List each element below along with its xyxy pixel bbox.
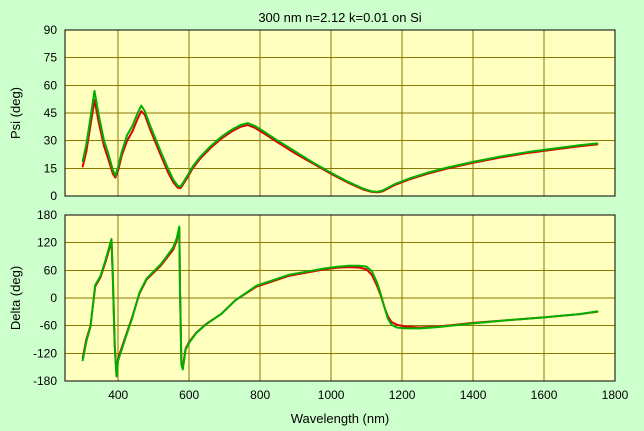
psi-y-tick-label: 75 <box>44 51 58 65</box>
delta-y-tick-label: -60 <box>40 319 58 333</box>
psi-y-tick-label: 0 <box>50 189 57 203</box>
x-tick-label: 1200 <box>389 388 416 402</box>
delta-y-tick-label: 0 <box>50 291 57 305</box>
chart-title: 300 nm n=2.12 k=0.01 on Si <box>258 10 421 25</box>
psi-series-green-line <box>81 89 599 193</box>
delta-y-tick-label: 180 <box>37 208 57 222</box>
delta-plot-border <box>64 214 616 382</box>
x-tick-label: 1800 <box>602 388 629 402</box>
x-tick-label: 400 <box>108 388 128 402</box>
delta-y-tick-label: 120 <box>37 236 57 250</box>
delta-y-tick-label: 60 <box>44 263 58 277</box>
psi-y-tick-label: 15 <box>44 161 58 175</box>
x-axis-label: Wavelength (nm) <box>291 411 390 426</box>
psi-plot-border <box>64 29 616 197</box>
psi-y-axis-label: Psi (deg) <box>8 87 23 139</box>
delta-panel: -180 -120 -60 0 60 120 180 Delta (deg) <box>8 208 616 388</box>
delta-y-axis-label: Delta (deg) <box>8 266 23 330</box>
x-tick-label: 1600 <box>531 388 558 402</box>
psi-y-tick-label: 45 <box>44 106 58 120</box>
delta-y-tick-label: -120 <box>33 346 57 360</box>
x-tick-label: 1400 <box>460 388 487 402</box>
x-tick-label: 1000 <box>318 388 345 402</box>
psi-y-tick-label: 60 <box>44 78 58 92</box>
delta-y-tick-label: -180 <box>33 374 57 388</box>
psi-panel: 0 15 30 45 60 75 90 Psi (deg) <box>8 23 616 203</box>
x-tick-label: 600 <box>179 388 199 402</box>
x-tick-label: 800 <box>250 388 270 402</box>
delta-series-green-line <box>81 225 599 378</box>
psi-y-tick-label: 90 <box>44 23 58 37</box>
psi-y-tick-label: 30 <box>44 134 58 148</box>
